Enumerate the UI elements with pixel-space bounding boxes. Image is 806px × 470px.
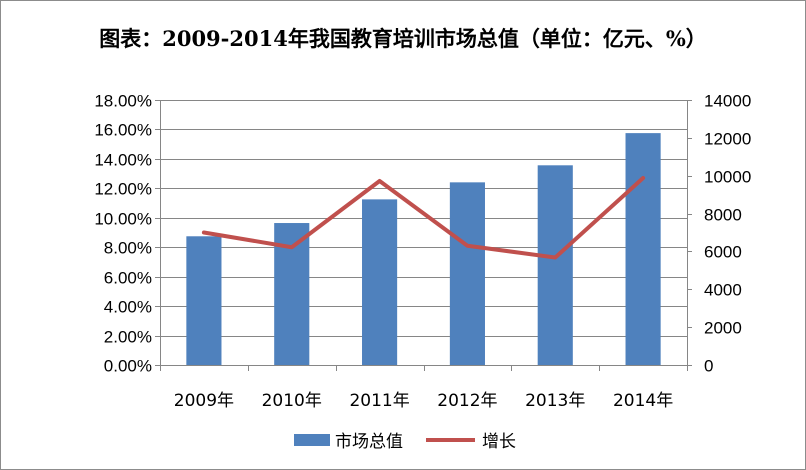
category-label: 2013年	[525, 391, 585, 411]
bar	[362, 199, 398, 365]
right-axis-tick-label: 6000	[704, 243, 742, 262]
bar	[186, 236, 222, 365]
left-axis-tick-label: 14.00%	[94, 151, 152, 170]
category-label: 2014年	[613, 391, 673, 411]
line-series	[201, 176, 646, 260]
left-axis-tick-label: 8.00%	[104, 239, 152, 258]
right-axis-tick-label: 4000	[704, 281, 742, 300]
right-axis-tick-label: 8000	[704, 206, 742, 225]
growth-line	[201, 176, 646, 260]
left-axis-tick-label: 10.00%	[94, 210, 152, 229]
right-axis-tick-label: 2000	[704, 319, 742, 338]
legend-label: 增长	[482, 432, 516, 452]
left-axis-tick-label: 16.00%	[94, 121, 152, 140]
gridlines	[160, 100, 687, 337]
left-axis-tick-label: 4.00%	[104, 298, 152, 317]
category-label: 2010年	[262, 391, 322, 411]
legend-swatch-bar	[294, 434, 330, 446]
right-axis-tick-labels: 0 2000 4000 6000 8000 10000 12000 14000	[704, 92, 751, 376]
category-label: 2012年	[437, 391, 497, 411]
left-axis-tick-label: 2.00%	[104, 328, 152, 347]
bar-series	[186, 133, 661, 365]
chart-title: 图表：2009-2014年我国教育培训市场总值（单位：亿元、%）	[99, 26, 707, 51]
right-axis-tick-label: 0	[704, 357, 713, 376]
left-axis-tick-label: 0.00%	[104, 357, 152, 376]
bar	[625, 133, 661, 365]
legend: 市场总值 增长	[294, 432, 516, 452]
right-axis-tick-label: 12000	[704, 130, 751, 149]
left-axis-tick-label: 18.00%	[94, 92, 152, 111]
bar	[449, 182, 485, 365]
left-axis-tick-label: 12.00%	[94, 180, 152, 199]
category-label: 2011年	[349, 391, 409, 411]
left-axis-tick-labels: 0.00% 2.00% 4.00% 6.00% 8.00% 10.00% 12.00% 14.…	[94, 92, 152, 376]
axes	[155, 100, 692, 371]
left-axis-tick-label: 6.00%	[104, 269, 152, 288]
legend-label: 市场总值	[335, 432, 403, 452]
bar	[537, 165, 573, 365]
category-axis-labels: 2009年 2010年 2011年 2012年 2013年 2014年	[174, 391, 673, 411]
right-axis-tick-label: 10000	[704, 168, 751, 187]
right-axis-tick-label: 14000	[704, 92, 751, 111]
category-label: 2009年	[174, 391, 234, 411]
